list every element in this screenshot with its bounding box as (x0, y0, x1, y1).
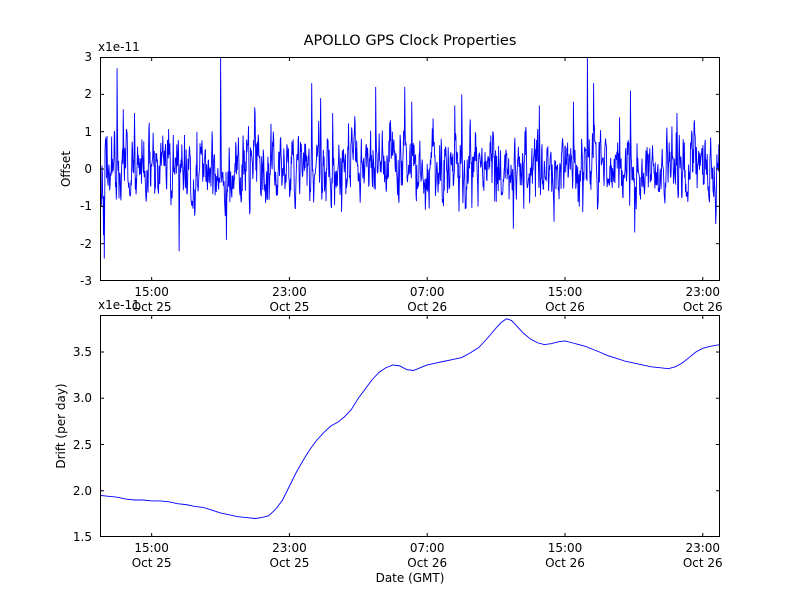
drift-scale-label: x1e-11 (98, 298, 140, 312)
xtick-date: Oct 26 (545, 300, 585, 314)
offset-ytick-label: 1 (84, 124, 92, 139)
xtick-date: Oct 25 (131, 300, 172, 314)
drift-ytick-label: 2.0 (72, 483, 92, 498)
drift-ytick-label: 3.5 (72, 345, 92, 359)
offset-scale-label: x1e-11 (98, 40, 140, 54)
xtick-time: 23:00 (272, 285, 307, 299)
xtick-date: Oct 25 (131, 556, 172, 570)
xtick-time: 15:00 (134, 285, 169, 299)
xtick-time: 15:00 (134, 541, 169, 555)
offset-plot (100, 57, 720, 281)
offset-plot-svg (100, 57, 720, 281)
offset-ytick-label: 0 (84, 162, 92, 176)
drift-xtick-label: 23:00 Oct 26 (683, 541, 723, 571)
offset-xtick-label: 07:00 Oct 26 (407, 285, 447, 315)
x-axis-label: Date (GMT) (375, 571, 445, 585)
xtick-date: Oct 26 (407, 300, 448, 314)
offset-xtick-label: 23:00 Oct 25 (270, 285, 310, 315)
drift-xtick-label: 23:00 Oct 25 (270, 541, 310, 571)
xtick-date: Oct 25 (269, 556, 310, 570)
xtick-date: Oct 26 (682, 300, 723, 314)
offset-xtick-label: 15:00 Oct 25 (132, 285, 172, 315)
offset-ytick-label: 2 (84, 87, 92, 102)
offset-xtick-label: 23:00 Oct 26 (683, 285, 723, 315)
offset-xtick-label: 15:00 Oct 26 (545, 285, 585, 315)
offset-ytick-label: -2 (80, 236, 92, 251)
drift-series-line (100, 318, 720, 519)
xtick-date: Oct 26 (407, 556, 448, 570)
drift-ytick-label: 1.5 (72, 530, 92, 544)
drift-xtick-label: 15:00 Oct 26 (545, 541, 585, 571)
xtick-time: 23:00 (685, 285, 721, 299)
chart-title: APOLLO GPS Clock Properties (303, 33, 517, 49)
drift-ytick-label: 2.5 (72, 437, 92, 452)
xtick-time: 07:00 (409, 541, 445, 555)
xtick-date: Oct 26 (682, 556, 723, 570)
offset-series-line (100, 57, 720, 259)
xtick-time: 23:00 (272, 541, 307, 555)
drift-xtick-label: 07:00 Oct 26 (407, 541, 447, 571)
drift-ytick-label: 3.0 (72, 391, 92, 406)
xtick-time: 07:00 (409, 285, 445, 299)
offset-ytick-label: -1 (80, 199, 92, 214)
offset-ytick-label: -3 (80, 274, 92, 288)
offset-ytick-label: 3 (84, 50, 92, 64)
xtick-time: 15:00 (547, 285, 583, 299)
drift-plot-svg (100, 315, 720, 537)
drift-plot (100, 315, 720, 537)
drift-xtick-label: 15:00 Oct 25 (132, 541, 172, 571)
xtick-time: 23:00 (685, 541, 721, 555)
xtick-time: 15:00 (547, 541, 583, 555)
xtick-date: Oct 26 (545, 556, 585, 570)
xtick-date: Oct 25 (269, 300, 310, 314)
